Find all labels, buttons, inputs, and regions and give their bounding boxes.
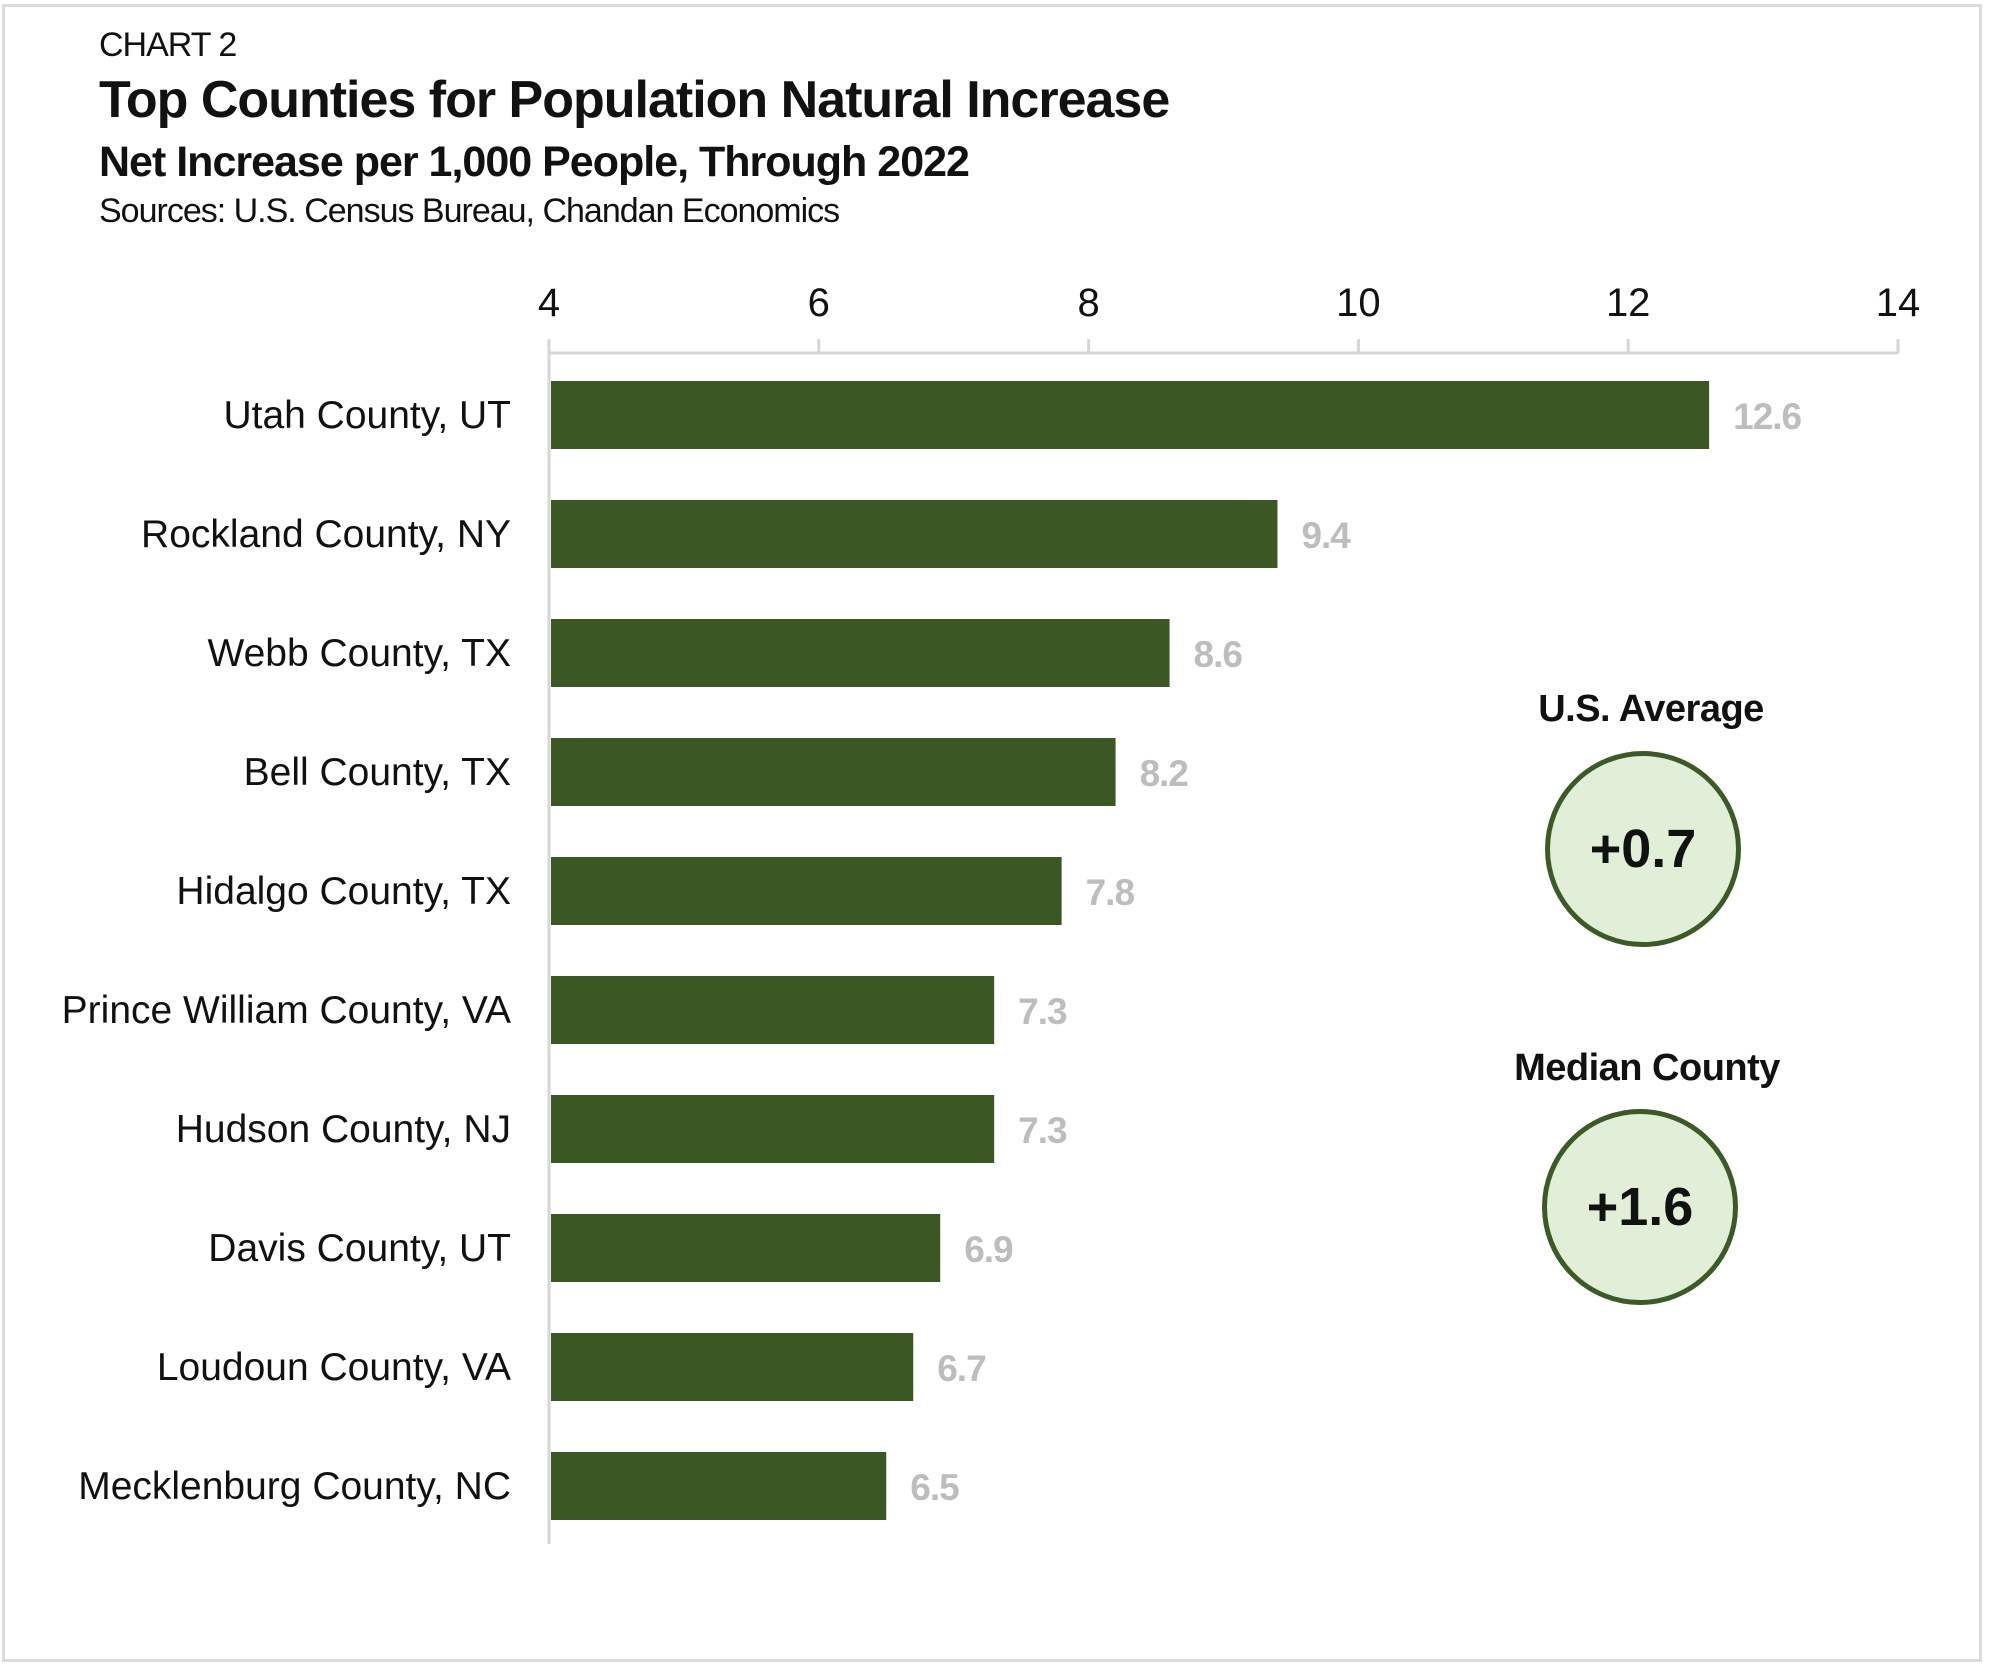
x-tick-label: 6 (808, 281, 830, 325)
data-label: 6.7 (937, 1348, 985, 1389)
x-tick-label: 8 (1077, 281, 1099, 325)
chart-title: Top Counties for Population Natural Incr… (99, 71, 1170, 129)
data-label: 12.6 (1733, 396, 1801, 437)
category-label: Hidalgo County, TX (176, 870, 511, 913)
data-label: 7.3 (1018, 991, 1067, 1032)
bar (551, 1452, 887, 1520)
category-label: Loudoun County, VA (157, 1346, 511, 1389)
chart-subtitle: Net Increase per 1,000 People, Through 2… (99, 138, 970, 186)
data-label: 8.6 (1194, 634, 1243, 675)
category-label: Bell County, TX (244, 751, 511, 794)
chart-sources: Sources: U.S. Census Bureau, Chandan Eco… (99, 192, 840, 230)
category-label: Rockland County, NY (141, 513, 511, 556)
bar (551, 500, 1278, 568)
x-tick-label: 4 (538, 281, 560, 325)
chart-number-label: CHART 2 (99, 26, 237, 64)
category-label: Hudson County, NJ (176, 1108, 511, 1151)
data-label: 7.8 (1086, 872, 1135, 913)
bar (551, 857, 1062, 925)
median-county-value: +1.6 (1586, 1177, 1694, 1237)
bar (551, 1333, 914, 1401)
category-label: Webb County, TX (208, 632, 512, 675)
data-label: 6.9 (964, 1229, 1013, 1270)
x-tick-label: 10 (1336, 281, 1381, 325)
category-label: Prince William County, VA (62, 989, 511, 1032)
data-label: 6.5 (910, 1467, 959, 1508)
us-average-label: U.S. Average (1538, 688, 1764, 730)
chart-frame (2, 4, 1982, 1662)
data-label: 7.3 (1018, 1110, 1067, 1151)
bar (551, 619, 1170, 687)
bar (551, 381, 1710, 449)
x-tick-label: 14 (1876, 281, 1921, 325)
category-label: Utah County, UT (223, 394, 511, 437)
category-label: Mecklenburg County, NC (78, 1465, 511, 1508)
bar (551, 976, 995, 1044)
us-average-value: +0.7 (1589, 819, 1697, 879)
bar (551, 738, 1116, 806)
us-average-circle: +0.7 (1545, 751, 1741, 947)
median-county-label: Median County (1514, 1047, 1780, 1089)
bar (551, 1214, 941, 1282)
x-tick-label: 12 (1606, 281, 1651, 325)
data-label: 8.2 (1140, 753, 1189, 794)
median-county-circle: +1.6 (1542, 1109, 1738, 1305)
category-label: Davis County, UT (208, 1227, 511, 1270)
data-label: 9.4 (1301, 515, 1351, 556)
bar (551, 1095, 995, 1163)
